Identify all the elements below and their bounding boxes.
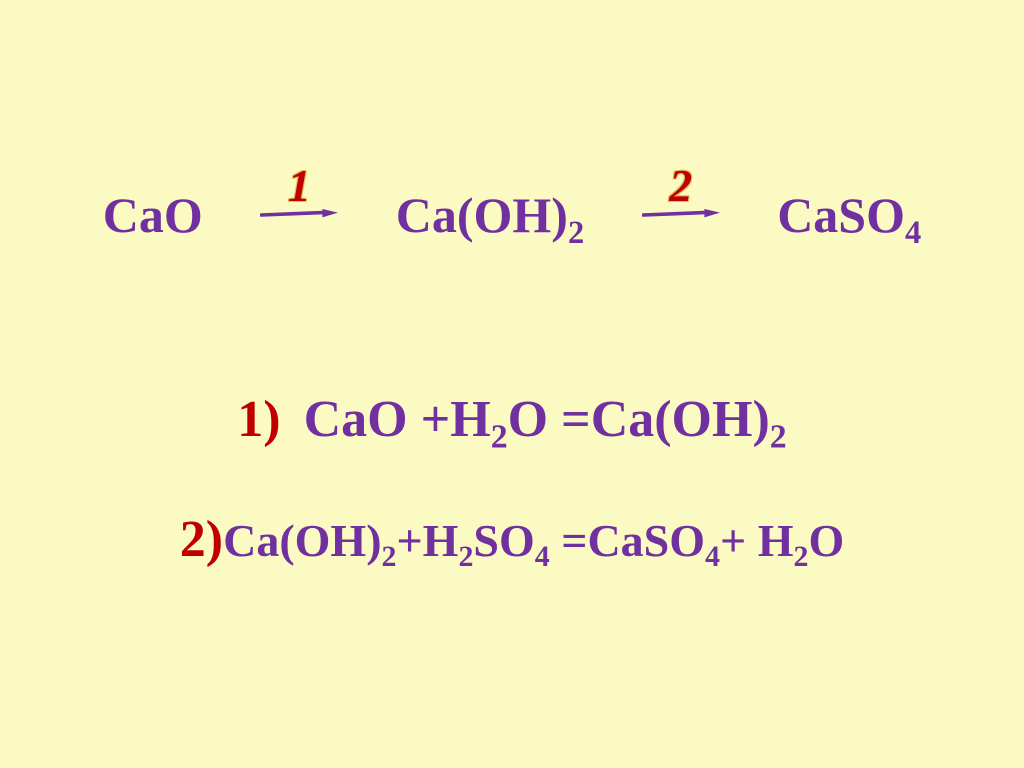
eq1-sub2: 2 — [770, 418, 787, 455]
arrow-label-1: 1 — [288, 159, 311, 212]
scheme-species-3: CaSO4 — [777, 186, 921, 244]
eq2-t5: + H — [720, 515, 794, 566]
reaction-scheme: CaO 1 Ca(OH)2 2 CaSO4 — [0, 180, 1024, 244]
scheme-arrow-1: 1 — [254, 209, 344, 221]
arrow-label-2: 2 — [669, 159, 692, 212]
eq1-sub1: 2 — [491, 418, 508, 455]
eq2-t1: Ca(OH) — [223, 515, 381, 566]
equation-2-body: Ca(OH)2+H2SO4 =CaSO4+ H2O — [223, 515, 844, 566]
equation-1: 1) CaO +H2O =Ca(OH)2 — [0, 390, 1024, 449]
eq2-sub4: 4 — [705, 540, 720, 573]
eq2-t6: O — [808, 515, 844, 566]
equation-2: 2)Ca(OH)2+H2SO4 =CaSO4+ H2O — [0, 510, 1024, 569]
eq2-sub2: 2 — [458, 540, 473, 573]
equation-2-number: 2) — [180, 511, 223, 568]
scheme-species-2-pre: Ca(OH) — [396, 187, 568, 243]
scheme-arrow-2: 2 — [636, 209, 726, 221]
equation-1-body: CaO +H2O =Ca(OH)2 — [304, 391, 787, 448]
eq2-t4: =CaSO — [550, 515, 705, 566]
eq1-t2: O =Ca(OH) — [508, 391, 770, 448]
scheme-species-3-pre: CaSO — [777, 187, 905, 243]
eq2-sub3: 4 — [535, 540, 550, 573]
scheme-species-3-sub: 4 — [905, 215, 921, 251]
equation-1-number: 1) — [237, 391, 280, 448]
eq2-sub1: 2 — [382, 540, 397, 573]
eq2-t2: +H — [396, 515, 458, 566]
scheme-species-1: CaO — [103, 186, 203, 244]
eq2-t3: SO — [473, 515, 534, 566]
slide-content: CaO 1 Ca(OH)2 2 CaSO4 1) CaO +H2O =Ca(OH… — [0, 0, 1024, 768]
eq1-t1: CaO +H — [304, 391, 491, 448]
eq2-sub5: 2 — [794, 540, 809, 573]
scheme-species-2-sub: 2 — [568, 215, 584, 251]
scheme-species-2: Ca(OH)2 — [396, 186, 584, 244]
